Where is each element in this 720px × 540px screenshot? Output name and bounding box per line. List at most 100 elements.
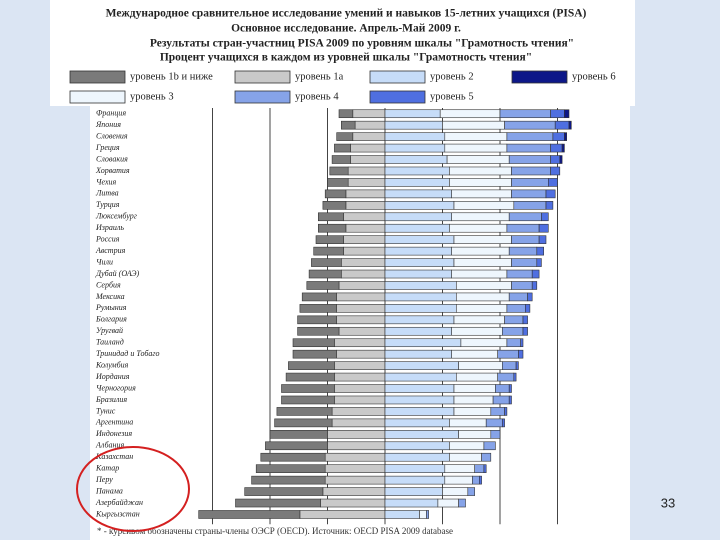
country-label: Словения (96, 131, 128, 140)
bar-segment (299, 510, 386, 519)
bar-segment (481, 452, 492, 462)
bar-segment (449, 441, 485, 451)
bar-segment (497, 372, 515, 382)
bar-segment (495, 384, 510, 393)
bar-segment (467, 487, 475, 496)
bar-segment (384, 235, 455, 244)
bar-segment (538, 223, 549, 233)
legend-label: уровень 2 (430, 71, 474, 82)
legend-swatch (234, 70, 291, 84)
bar-segment (297, 326, 340, 336)
bar-segment (336, 315, 386, 325)
bar-segment (338, 326, 386, 336)
bar-segment (336, 132, 354, 141)
bar-segment (331, 155, 351, 164)
bar-segment (538, 235, 547, 244)
bar-segment (384, 452, 450, 462)
bar-segment (276, 407, 333, 416)
bar-segment (552, 132, 565, 141)
bar-segment (255, 464, 326, 473)
bar-segment (458, 498, 466, 508)
bar-segment (340, 258, 386, 267)
bar-segment (545, 189, 556, 199)
bar-segment (449, 166, 512, 176)
country-label: Россия (95, 235, 120, 244)
country-label: Болгария (95, 315, 127, 324)
bar-segment (327, 178, 349, 187)
bar-segment (329, 166, 349, 176)
bar-segment (449, 418, 487, 428)
bar-segment (444, 143, 508, 153)
country-label: Азербайджан (95, 498, 143, 507)
legend-swatch (369, 90, 426, 104)
bar-segment (281, 395, 335, 405)
bar-segment (506, 304, 526, 313)
bar-segment (451, 269, 508, 279)
bar-segment (340, 269, 386, 279)
bar-segment (334, 143, 351, 153)
bar-segment (334, 361, 386, 370)
country-label: Словакия (96, 154, 128, 163)
bar-segment (384, 166, 450, 176)
country-label: Чехия (96, 177, 117, 186)
bar-segment (384, 464, 446, 473)
highlight-circle (76, 446, 190, 532)
bar-segment (334, 338, 386, 348)
bar-segment (455, 292, 510, 302)
bar-segment (306, 281, 340, 290)
bar-segment (511, 235, 540, 244)
country-label: Япония (95, 120, 121, 129)
bar-segment (547, 178, 558, 187)
legend-swatch (69, 90, 126, 104)
bar-segment (331, 418, 386, 428)
chart-subtitle: Основное исследование. Апрель-Май 2009 г… (231, 23, 461, 35)
country-label: Турция (96, 200, 120, 209)
bar-segment (504, 407, 508, 416)
bar-segment (499, 109, 551, 119)
bar-segment (490, 407, 505, 416)
bar-segment (478, 475, 482, 485)
legend-label: уровень 1b и ниже (130, 71, 213, 82)
legend-label: уровень 1a (295, 71, 344, 82)
bar-segment (511, 189, 547, 199)
bar-segment (350, 155, 386, 164)
legend-label: уровень 5 (430, 91, 474, 102)
country-label: Казахстан (95, 452, 133, 461)
bar-segment (451, 326, 503, 336)
bar-segment (384, 487, 443, 496)
bar-segment (336, 292, 386, 302)
bar-segment (384, 304, 457, 313)
bar-segment (458, 361, 503, 370)
bar-segment (522, 326, 528, 336)
bar-segment (513, 372, 517, 382)
bar-segment (442, 120, 505, 130)
bar-segment (317, 223, 347, 233)
bar-segment (198, 510, 301, 519)
bar-segment (550, 143, 563, 153)
chart-title: Международное сравнительное исследование… (106, 8, 587, 20)
bar-segment (453, 201, 515, 210)
country-label: Таиланд (96, 338, 124, 347)
country-label: Уругвай (96, 326, 123, 335)
bar-segment (451, 189, 512, 199)
bar-segment (292, 349, 338, 359)
bar-segment (550, 109, 565, 119)
bar-segment (455, 372, 498, 382)
bar-segment (308, 269, 342, 279)
bar-segment (451, 212, 510, 222)
bar-segment (446, 155, 510, 164)
bar-segment (384, 326, 452, 336)
title-panel (50, 0, 635, 106)
bar-segment (511, 178, 549, 187)
bar-segment (384, 189, 452, 199)
bar-segment (518, 349, 524, 359)
bar-segment (506, 338, 521, 348)
bar-segment (524, 304, 531, 313)
bar-segment (324, 452, 386, 462)
bar-segment (345, 189, 386, 199)
bar-segment (564, 132, 568, 141)
bar-segment (508, 212, 542, 222)
bar-segment (527, 292, 533, 302)
bar-segment (334, 384, 386, 393)
bar-segment (327, 430, 386, 439)
